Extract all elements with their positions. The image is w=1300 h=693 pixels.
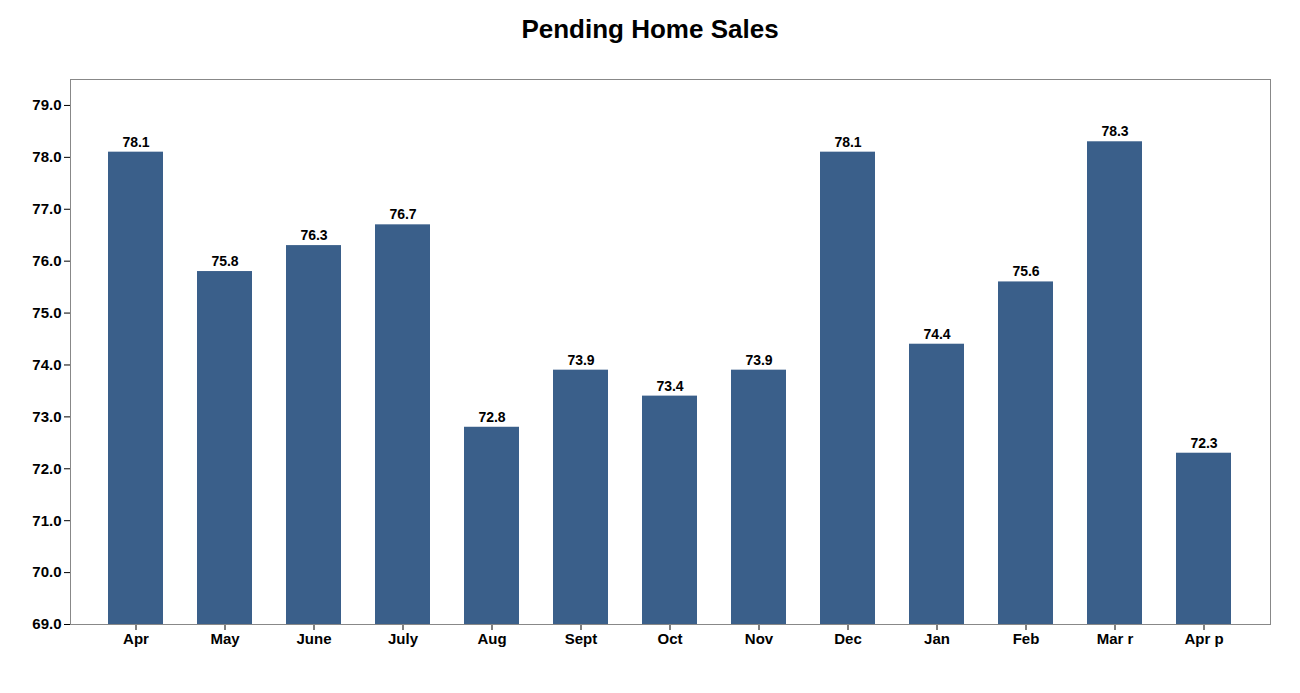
svg-text:76.7: 76.7 [389,206,416,222]
svg-text:July: July [388,630,419,647]
svg-text:79.0: 79.0 [32,96,61,113]
svg-text:May: May [210,630,240,647]
svg-text:72.0: 72.0 [32,460,61,477]
svg-text:Jan: Jan [924,630,950,647]
svg-text:Oct: Oct [657,630,682,647]
svg-text:70.0: 70.0 [32,563,61,580]
svg-text:Feb: Feb [1013,630,1040,647]
svg-text:Dec: Dec [834,630,862,647]
svg-text:73.0: 73.0 [32,408,61,425]
svg-text:78.3: 78.3 [1101,123,1128,139]
svg-text:Sept: Sept [565,630,598,647]
svg-text:73.9: 73.9 [567,352,594,368]
svg-text:78.1: 78.1 [122,134,149,150]
svg-text:74.4: 74.4 [923,326,950,342]
svg-text:77.0: 77.0 [32,200,61,217]
svg-text:73.4: 73.4 [656,378,683,394]
svg-text:72.8: 72.8 [478,409,505,425]
svg-text:Apr p: Apr p [1184,630,1223,647]
svg-text:Apr: Apr [123,630,149,647]
svg-text:75.8: 75.8 [211,253,238,269]
svg-text:78.1: 78.1 [834,134,861,150]
svg-text:73.9: 73.9 [745,352,772,368]
svg-text:78.0: 78.0 [32,148,61,165]
svg-text:75.0: 75.0 [32,304,61,321]
svg-text:76.3: 76.3 [300,227,327,243]
svg-text:71.0: 71.0 [32,511,61,528]
svg-text:69.0: 69.0 [32,615,61,632]
svg-text:Mar r: Mar r [1097,630,1134,647]
svg-text:74.0: 74.0 [32,356,61,373]
svg-text:75.6: 75.6 [1012,263,1039,279]
svg-text:72.3: 72.3 [1190,435,1217,451]
svg-text:76.0: 76.0 [32,252,61,269]
svg-text:Nov: Nov [745,630,774,647]
html-text:Pending Home Sales: Pending Home Sales [521,14,779,44]
svg-text:Aug: Aug [477,630,506,647]
svg-text:June: June [296,630,331,647]
